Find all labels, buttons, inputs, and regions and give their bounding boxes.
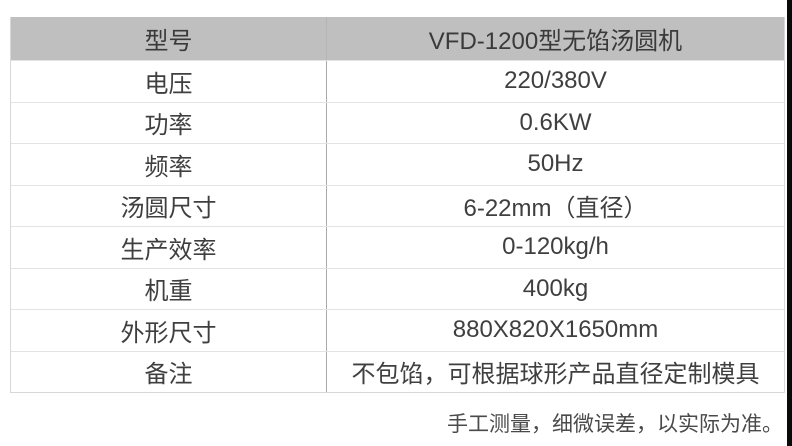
spec-label-dimensions: 外形尺寸 — [120, 319, 217, 347]
spec-label-voltage: 电压 — [144, 70, 193, 98]
spec-label-power: 功率 — [144, 112, 193, 140]
spec-row-model: 型号 VFD-1200型无馅汤圆机 — [11, 17, 784, 60]
right-edge-strip — [787, 0, 792, 446]
spec-row-power: 功率 0.6KW — [11, 101, 784, 143]
spec-label-efficiency: 生产效率 — [120, 236, 217, 264]
spec-label-weight: 机重 — [144, 278, 193, 306]
spec-value-frequency: 50Hz — [326, 144, 784, 185]
spec-value-weight: 400kg — [326, 268, 784, 309]
spec-row-ball-size: 汤圆尺寸 6-22mm（直径） — [11, 184, 784, 226]
spec-value-model: VFD-1200型无馅汤圆机 — [326, 17, 784, 60]
spec-value-voltage: 220/380V — [326, 61, 784, 102]
spec-table: 型号 VFD-1200型无馅汤圆机 电压 220/380V 功率 0.6KW 频… — [10, 17, 785, 393]
spec-label-remarks: 备注 — [144, 361, 193, 389]
spec-value-dimensions: 880X820X1650mm — [326, 310, 784, 351]
spec-row-dimensions: 外形尺寸 880X820X1650mm — [11, 309, 784, 351]
spec-label-model: 型号 — [144, 28, 193, 55]
spec-value-efficiency: 0-120kg/h — [326, 227, 784, 268]
spec-row-voltage: 电压 220/380V — [11, 60, 784, 102]
spec-row-remarks: 备注 不包馅，可根据球形产品直径定制模具 — [11, 350, 784, 392]
spec-row-weight: 机重 400kg — [11, 267, 784, 309]
spec-row-efficiency: 生产效率 0-120kg/h — [11, 226, 784, 268]
spec-value-ball-size: 6-22mm（直径） — [326, 185, 784, 226]
spec-row-frequency: 频率 50Hz — [11, 143, 784, 185]
spec-value-power: 0.6KW — [326, 102, 784, 143]
spec-label-ball-size: 汤圆尺寸 — [120, 195, 217, 223]
measurement-disclaimer: 手工测量，细微误差，以实际为准。 — [447, 413, 783, 436]
spec-value-remarks: 不包馅，可根据球形产品直径定制模具 — [326, 351, 784, 392]
spec-label-frequency: 频率 — [144, 153, 193, 181]
